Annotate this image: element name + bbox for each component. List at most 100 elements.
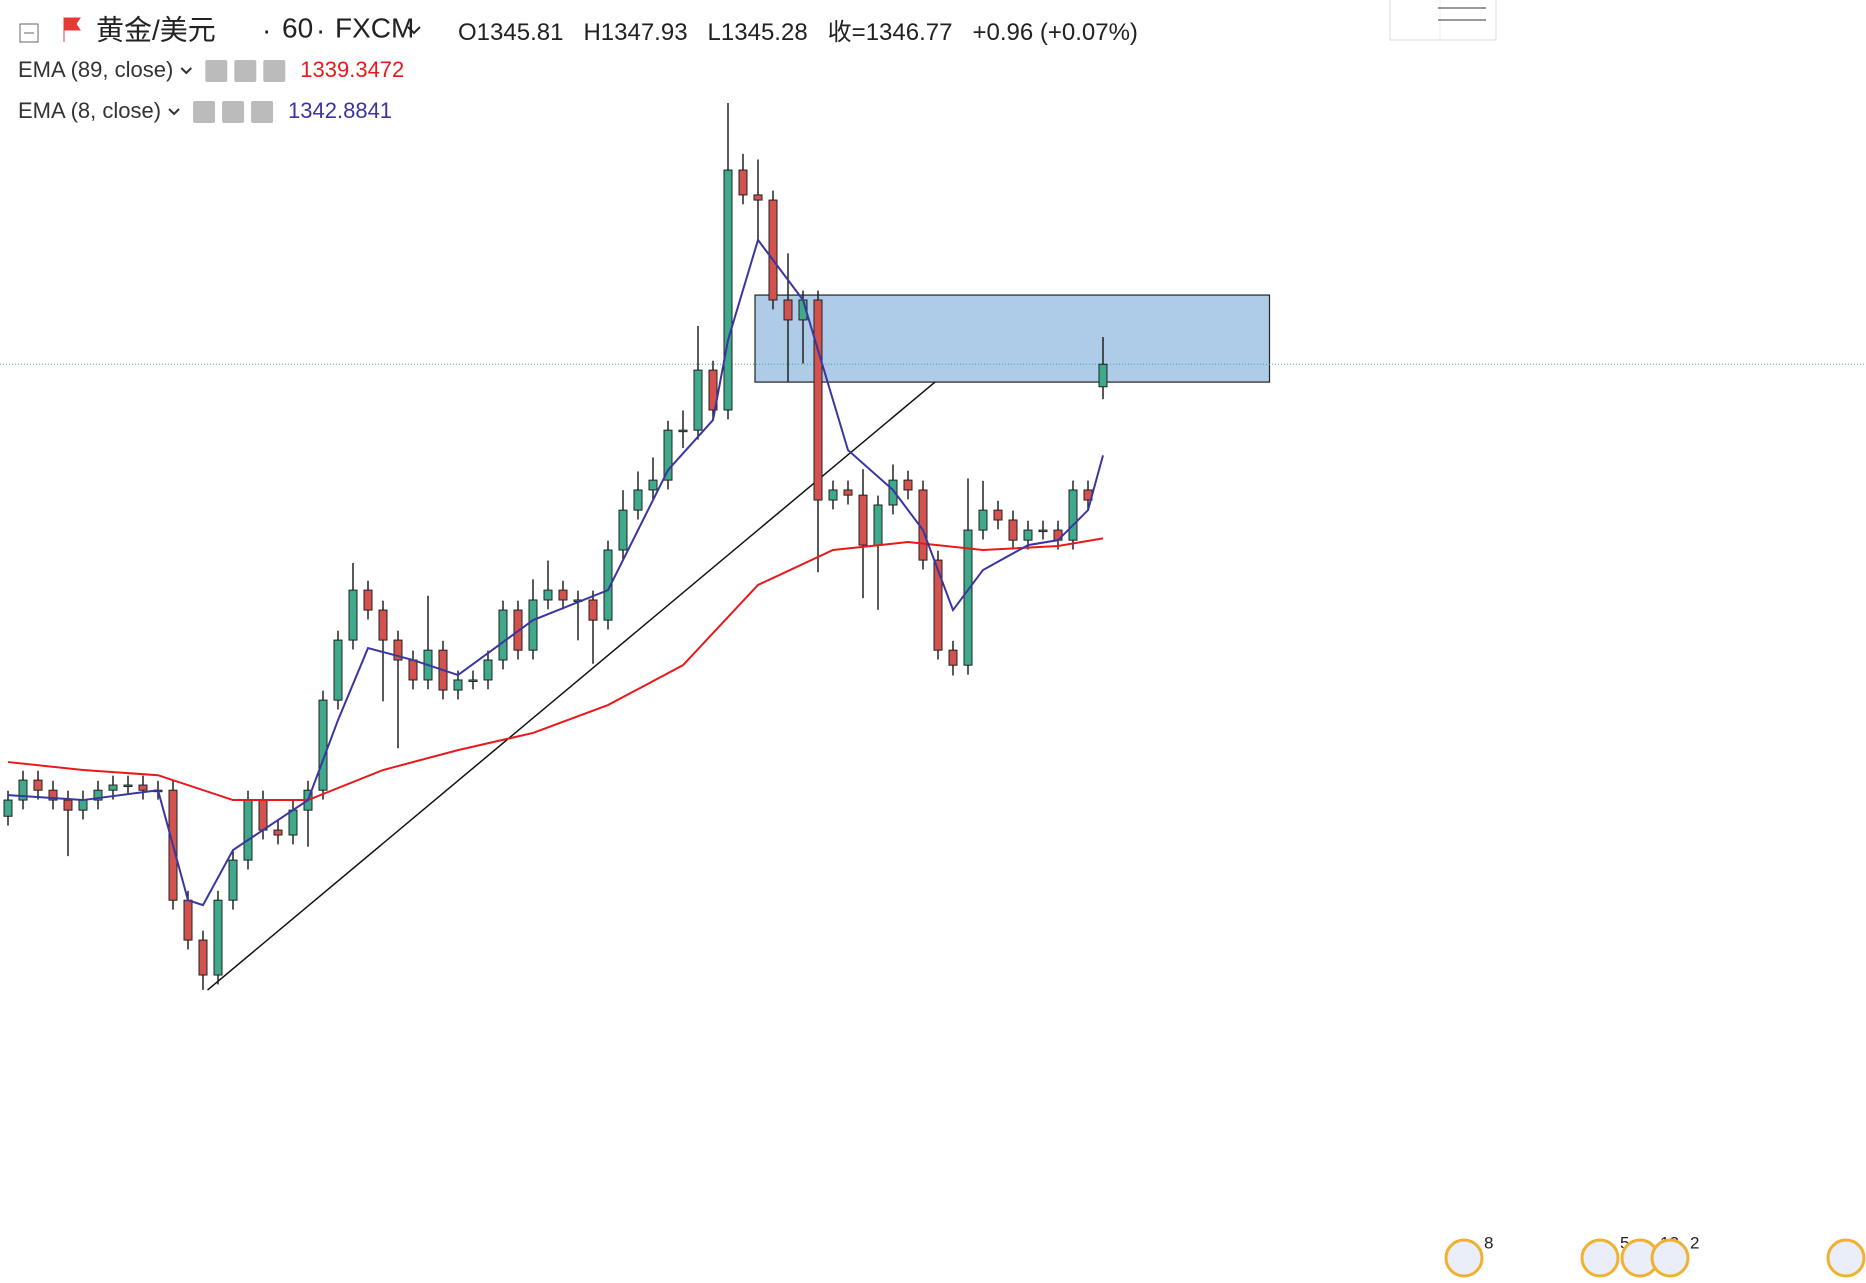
high-value: 1347.93 bbox=[601, 19, 688, 46]
indicator-legend: EMA (89, close) 1339.3472 EMA (8, close) 13… bbox=[18, 57, 404, 123]
candle-body bbox=[273, 829, 283, 836]
indicator-name: EMA (8, close) bbox=[18, 98, 161, 123]
candle-body bbox=[543, 589, 553, 601]
source: FXCM bbox=[335, 12, 414, 43]
candle-body bbox=[693, 369, 703, 431]
candle-body bbox=[603, 549, 613, 621]
candle-body bbox=[888, 479, 898, 506]
ema-line bbox=[7, 237, 1104, 907]
indicator-button[interactable] bbox=[205, 60, 228, 82]
candle-body bbox=[48, 789, 58, 801]
candle-body bbox=[723, 169, 733, 411]
candle-body bbox=[678, 429, 688, 433]
event-count: 5 bbox=[1620, 1233, 1629, 1252]
event-count: 8 bbox=[1484, 1233, 1493, 1252]
candle-body bbox=[768, 199, 778, 301]
indicator-name: EMA (89, close) bbox=[18, 57, 173, 82]
legend: 黄金/美元 · 60 · FXCM O1345.81 H1347.93 L1345.… bbox=[19, 12, 1138, 46]
symbol-flag bbox=[63, 17, 81, 42]
event-count: 2 bbox=[1690, 1233, 1699, 1252]
candle-body bbox=[948, 649, 958, 666]
indicator-value: 1339.3472 bbox=[300, 57, 404, 82]
candle-body bbox=[663, 429, 673, 481]
indicator-dropdown[interactable] bbox=[180, 67, 192, 75]
candle-body bbox=[453, 679, 463, 691]
candle-body bbox=[408, 659, 418, 681]
candle-body bbox=[1068, 489, 1078, 541]
candle-body bbox=[288, 809, 298, 836]
candle-body bbox=[498, 609, 508, 661]
candle-body bbox=[633, 489, 643, 511]
candle-body bbox=[873, 504, 883, 546]
zone bbox=[754, 294, 1271, 383]
candle-body bbox=[378, 609, 388, 641]
close-label: 收= bbox=[828, 19, 866, 46]
indicator-button[interactable] bbox=[222, 101, 245, 123]
dropdown[interactable] bbox=[407, 26, 421, 35]
event-flag[interactable] bbox=[1444, 1238, 1484, 1278]
candle-body bbox=[648, 479, 658, 491]
low-value: 1345.28 bbox=[721, 19, 808, 46]
candle-body bbox=[1038, 529, 1048, 533]
indicator-button[interactable] bbox=[251, 101, 274, 123]
candle-body bbox=[738, 169, 748, 196]
plot: 851223 bbox=[0, 102, 1866, 1278]
candle-body bbox=[243, 799, 253, 861]
collapse-button[interactable] bbox=[19, 23, 39, 43]
candle-body bbox=[93, 789, 103, 801]
toolbar bbox=[1389, 0, 1497, 41]
event-flag[interactable] bbox=[1580, 1238, 1620, 1278]
indicator-button[interactable] bbox=[234, 60, 257, 82]
ohlc: O1345.81 H1347.93 L1345.28 收=1346.77 +0.96 (… bbox=[458, 19, 1138, 46]
indicator-value: 1342.8841 bbox=[288, 98, 392, 123]
indicator-button[interactable] bbox=[193, 101, 216, 123]
event-flag[interactable] bbox=[1650, 1238, 1690, 1278]
candle-body bbox=[18, 779, 28, 801]
candle-body bbox=[363, 589, 373, 611]
candle-body bbox=[138, 784, 148, 791]
candle-body bbox=[348, 589, 358, 641]
separator: · bbox=[316, 14, 325, 45]
candle-body bbox=[558, 589, 568, 601]
candle-body bbox=[963, 529, 973, 666]
candle-body bbox=[3, 799, 13, 817]
candle-body bbox=[63, 799, 73, 811]
low-label: L bbox=[708, 19, 721, 46]
candle-body bbox=[858, 494, 868, 546]
candle-body bbox=[183, 899, 193, 941]
candle-body bbox=[318, 699, 328, 791]
candle-body bbox=[828, 489, 838, 501]
candle-body bbox=[78, 799, 88, 811]
interval: 60 bbox=[282, 12, 313, 43]
candle-body bbox=[708, 369, 718, 411]
candle-body bbox=[588, 599, 598, 621]
candle-body bbox=[978, 509, 988, 531]
candle-body bbox=[903, 479, 913, 491]
candle-body bbox=[528, 599, 538, 651]
candle-body bbox=[843, 489, 853, 496]
candle-body bbox=[333, 639, 343, 701]
indicator-button[interactable] bbox=[263, 60, 286, 82]
candle-body bbox=[483, 659, 493, 681]
candle-body bbox=[1023, 529, 1033, 541]
candle-body bbox=[753, 194, 763, 201]
close-value: 1346.77 bbox=[866, 19, 953, 46]
high-label: H bbox=[583, 19, 600, 46]
candle-body bbox=[468, 679, 478, 682]
indicator-dropdown[interactable] bbox=[168, 108, 180, 116]
ema-line bbox=[7, 537, 1104, 802]
candle-body bbox=[783, 299, 793, 321]
candle-body bbox=[213, 899, 223, 976]
change: +0.96 (+0.07%) bbox=[972, 19, 1137, 46]
candle-body bbox=[258, 799, 268, 831]
candle-body bbox=[33, 779, 43, 791]
candle-body bbox=[228, 859, 238, 901]
candle-body bbox=[1098, 363, 1108, 388]
event-flag[interactable] bbox=[1826, 1238, 1866, 1278]
open-value: 1345.81 bbox=[477, 19, 564, 46]
candle-body bbox=[123, 784, 133, 788]
separator: · bbox=[262, 14, 271, 45]
candle-body bbox=[393, 639, 403, 661]
